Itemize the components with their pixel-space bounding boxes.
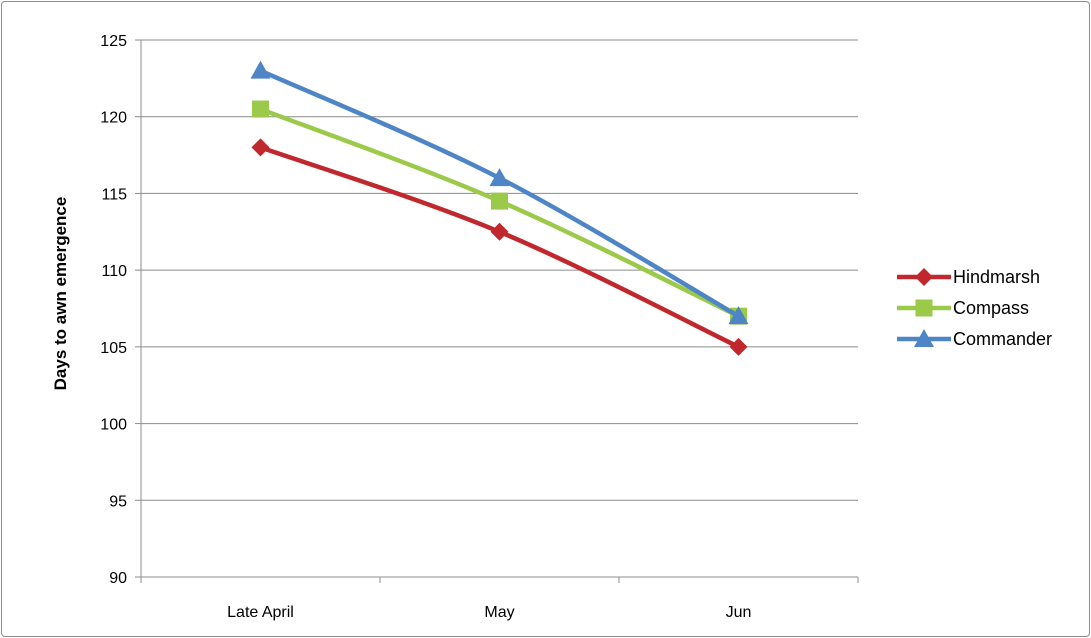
legend-label: Hindmarsh — [953, 267, 1040, 287]
y-tick-labels: 90 95 100 105 110 115 120 125 — [100, 33, 127, 587]
series-hindmarsh — [251, 138, 748, 356]
axes — [135, 39, 859, 583]
legend-marker — [914, 329, 934, 347]
y-tick-label: 115 — [101, 186, 127, 203]
data-point — [489, 168, 510, 187]
legend: Hindmarsh Compass Commander — [897, 267, 1052, 349]
legend-marker — [915, 268, 933, 286]
y-tick-label: 90 — [109, 570, 127, 587]
legend-item: Hindmarsh — [897, 267, 1040, 287]
y-axis-title: Days to awn emergence — [51, 197, 70, 391]
x-tick-label: May — [484, 604, 514, 621]
data-point — [252, 100, 269, 118]
x-tick-label: Jun — [726, 604, 752, 621]
data-point — [490, 222, 509, 241]
legend-marker — [915, 299, 933, 317]
series-compass — [252, 100, 747, 325]
x-tick-label: Late April — [227, 604, 294, 621]
legend-label: Compass — [953, 298, 1029, 318]
data-point — [250, 60, 271, 79]
y-tick-label: 110 — [101, 263, 127, 280]
legend-label: Commander — [953, 329, 1052, 349]
gridlines — [141, 39, 858, 501]
legend-item: Commander — [897, 329, 1052, 349]
y-tick-label: 125 — [100, 33, 127, 50]
series-line — [258, 106, 741, 319]
data-point — [728, 306, 749, 325]
y-tick-label: 100 — [100, 417, 127, 434]
x-tick-labels: Late April May Jun — [227, 604, 751, 621]
data-point — [729, 337, 748, 356]
legend-item: Compass — [897, 298, 1029, 318]
y-tick-label: 120 — [100, 110, 127, 127]
series-layer — [250, 60, 749, 356]
y-tick-label: 105 — [100, 340, 127, 357]
y-tick-label: 95 — [109, 493, 127, 510]
data-point — [251, 138, 270, 157]
data-point — [491, 192, 508, 210]
series-commander — [250, 60, 749, 325]
